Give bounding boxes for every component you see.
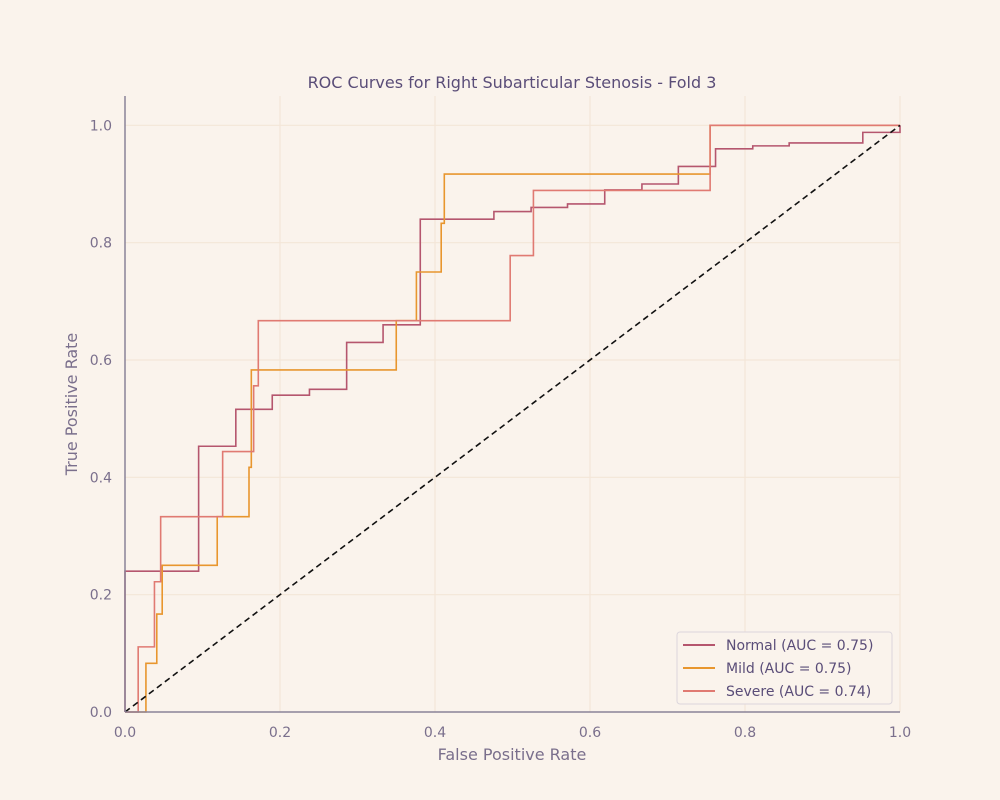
legend-box <box>676 631 893 705</box>
y-tick-label: 0.4 <box>90 470 112 486</box>
y-tick-label: 0.2 <box>90 588 112 604</box>
y-tick-label: 0.6 <box>90 353 112 369</box>
axes <box>124 96 900 713</box>
x-tick-label: 0.2 <box>269 725 291 741</box>
x-tick-label: 0.4 <box>424 725 446 741</box>
chart-title: ROC Curves for Right Subarticular Stenos… <box>308 73 717 92</box>
x-tick-label: 0.6 <box>579 725 601 741</box>
legend-entry: Normal (AUC = 0.75) <box>726 638 873 654</box>
series-line-mild <box>125 124 900 713</box>
y-axis-label: True Positive Rate <box>62 333 81 477</box>
x-tick-label: 0.0 <box>114 725 136 741</box>
y-tick-label: 0.0 <box>90 705 112 721</box>
legend: Normal (AUC = 0.75) Mild (AUC = 0.75) Seve… <box>676 631 893 705</box>
x-tick-label: 1.0 <box>889 725 911 741</box>
y-tick-label: 0.8 <box>90 236 112 252</box>
series-group <box>124 124 901 713</box>
legend-entry: Severe (AUC = 0.74) <box>726 684 871 700</box>
y-tick-label: 1.0 <box>90 118 112 134</box>
x-axis-label: False Positive Rate <box>438 745 587 764</box>
series-line-normal <box>124 125 901 712</box>
ticks: 0.0 0.2 0.4 0.6 0.8 1.0 0.0 0.2 0.4 0.6 0.8 1.0 <box>90 118 911 741</box>
chance-diagonal-line <box>124 124 901 713</box>
x-tick-label: 0.8 <box>734 725 756 741</box>
legend-entry: Mild (AUC = 0.75) <box>726 661 852 677</box>
series-line-severe <box>125 124 900 713</box>
